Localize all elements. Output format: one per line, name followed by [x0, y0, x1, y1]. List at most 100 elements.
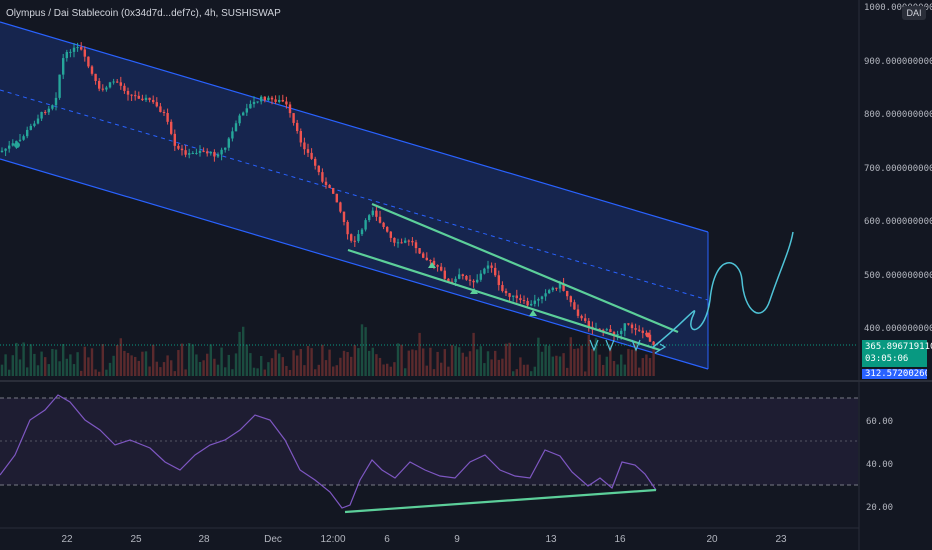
time-axis-label: 16	[614, 534, 626, 545]
candle-body	[62, 58, 65, 75]
candle-body	[490, 265, 493, 268]
candle-body	[623, 323, 626, 331]
candle-body	[184, 150, 187, 155]
candle-body	[418, 248, 421, 254]
candle-body	[263, 96, 266, 101]
candle-body	[141, 98, 144, 101]
volume-bar	[512, 371, 515, 376]
channel-upper-line[interactable]	[0, 21, 709, 233]
candle-body	[303, 142, 306, 150]
volume-bar	[580, 345, 583, 376]
candle-body	[94, 73, 97, 81]
volume-bar	[429, 347, 432, 376]
volume-bar	[148, 366, 151, 376]
candle-body	[548, 290, 551, 294]
volume-bar	[342, 350, 346, 376]
candle-body	[342, 211, 346, 222]
volume-bar	[216, 364, 220, 376]
candle-body	[350, 234, 353, 241]
volume-bar	[15, 342, 18, 376]
volume-bar	[191, 344, 194, 376]
candle-body	[245, 108, 248, 113]
candle-body	[598, 328, 601, 330]
candle-body	[328, 184, 331, 188]
candle-body	[508, 293, 511, 297]
candle-body	[533, 300, 536, 304]
volume-bar	[389, 366, 392, 376]
wedge-lower-line[interactable]	[347, 248, 661, 352]
rsi-pane[interactable]	[0, 394, 858, 514]
volume-bar	[285, 365, 288, 376]
volume-bar	[18, 359, 22, 376]
volume-bar	[94, 369, 97, 376]
volume-bar	[414, 350, 418, 376]
volume-bar	[29, 344, 32, 376]
candle-body	[339, 202, 342, 212]
volume-bar	[468, 351, 472, 376]
volume-bar	[411, 349, 414, 376]
rsi-axis[interactable]: 60.00 40.00 20.00	[866, 417, 893, 513]
rsi-axis-label: 20.00	[866, 503, 893, 513]
candle-body	[54, 97, 58, 106]
rsi-divergence-line[interactable]	[344, 488, 657, 514]
candle-body	[83, 49, 86, 57]
channel-lower-line[interactable]	[0, 158, 709, 370]
volume-bar	[638, 367, 641, 376]
candle-body	[573, 302, 576, 310]
candle-body	[191, 153, 194, 155]
projection-path[interactable]	[651, 231, 794, 349]
volume-bar	[83, 346, 86, 376]
volume-bar	[36, 365, 40, 376]
volume-bar	[548, 345, 551, 376]
volume-bar	[292, 350, 295, 376]
channel-price-tag: 312.5720026031	[862, 369, 927, 379]
volume-bar	[494, 350, 497, 376]
candle-body	[605, 329, 608, 331]
candle-body	[231, 131, 234, 139]
candle-body	[155, 102, 158, 107]
candle-body	[411, 241, 414, 243]
candle-body	[36, 118, 40, 124]
candle-body	[612, 332, 616, 336]
price-axis-label: 600.0000000000	[864, 217, 932, 227]
wedge-upper-line[interactable]	[371, 202, 679, 334]
candle-body	[638, 329, 641, 331]
volume-bar	[47, 364, 50, 376]
volume-bar	[173, 371, 176, 376]
candle-body	[483, 268, 486, 274]
rsi-line	[0, 394, 657, 509]
candle-body	[234, 123, 238, 132]
volume-bar	[180, 343, 184, 376]
volume-bar	[296, 355, 299, 376]
currency-badge[interactable]: DAI	[902, 6, 926, 20]
volume-bar	[245, 344, 248, 376]
candle-body	[465, 275, 468, 280]
candle-body	[641, 330, 644, 333]
candle-body	[396, 242, 400, 244]
candle-body	[166, 113, 169, 122]
candle-body	[461, 274, 464, 276]
price-axis-label: 800.0000000000	[864, 110, 932, 120]
volume-bar	[324, 360, 328, 376]
time-axis[interactable]: 22 25 28 Dec 12:00 6 9 13 16 20 23	[61, 534, 787, 545]
price-pane[interactable]	[0, 21, 858, 376]
volume-bar	[587, 334, 590, 376]
candle-body	[375, 210, 378, 217]
candle-body	[260, 96, 263, 102]
volume-bar	[0, 364, 4, 376]
volume-bar	[393, 362, 396, 376]
volume-bar	[569, 337, 572, 376]
volume-bar	[526, 364, 529, 376]
candle-body	[159, 106, 162, 112]
candle-body	[296, 122, 299, 132]
channel-mid-line[interactable]	[0, 89, 709, 301]
candle-body	[389, 231, 392, 238]
time-axis-label: Dec	[264, 534, 282, 545]
price-axis[interactable]: 1000.0000000000 900.0000000000 800.00000…	[864, 3, 932, 334]
volume-bar	[76, 352, 79, 376]
candle-body	[33, 123, 36, 126]
volume-bar	[353, 345, 356, 376]
candle-body	[80, 47, 83, 50]
candle-body	[371, 210, 374, 216]
candle-body	[29, 125, 32, 130]
